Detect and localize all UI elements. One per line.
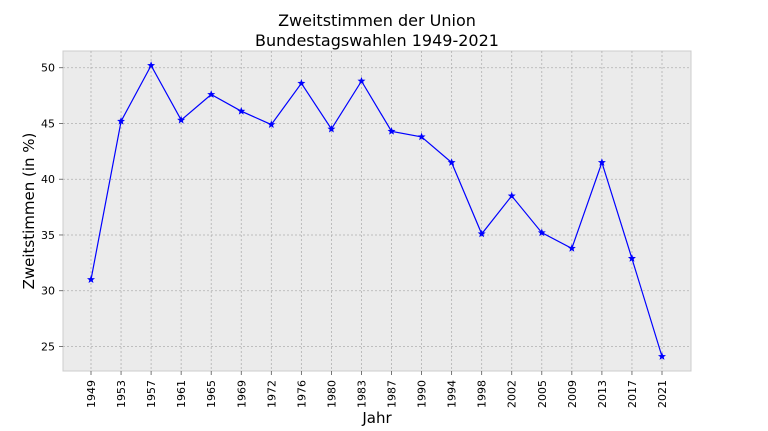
data-point	[177, 115, 186, 124]
data-point	[297, 79, 306, 87]
x-axis-label: Jahr	[361, 409, 392, 427]
data-point	[507, 191, 516, 200]
data-point	[327, 124, 336, 133]
data-point	[147, 61, 156, 69]
series-line	[90, 64, 663, 357]
x-tick-label: 1965	[205, 380, 218, 408]
y-tick-label: 30	[41, 285, 55, 298]
x-axis-ticks: 1949 1953 1957 1961 1965 1969 1972 1976 1980 1983…	[85, 371, 669, 408]
y-axis-label: Zweitstimmen (in %)	[20, 133, 38, 290]
data-point	[387, 127, 396, 135]
x-tick-label: 1949	[85, 380, 98, 408]
x-tick-label: 1976	[295, 380, 308, 408]
x-tick-label: 1953	[115, 380, 128, 408]
y-tick-label: 25	[41, 340, 55, 353]
x-tick-label: 2009	[566, 380, 579, 408]
data-point	[658, 352, 666, 360]
x-tick-label: 1990	[416, 380, 429, 408]
x-tick-label: 2005	[536, 380, 549, 408]
grid	[63, 51, 691, 371]
x-tick-label: 2002	[506, 380, 519, 408]
plot-area	[62, 50, 692, 372]
x-tick-label: 1994	[446, 380, 459, 408]
data-point	[597, 158, 606, 166]
chart-subtitle: Bundestagswahlen 1949-2021	[255, 31, 499, 50]
data-point	[477, 229, 486, 238]
x-tick-label: 1969	[235, 380, 248, 408]
x-tick-label: 1987	[386, 380, 399, 408]
data-point	[417, 132, 426, 141]
x-tick-label: 1972	[265, 380, 278, 408]
x-tick-label: 1957	[145, 380, 158, 408]
y-axis-ticks: 25 30 35 40 45 50	[41, 62, 63, 353]
data-point	[357, 76, 366, 85]
data-point	[537, 228, 546, 237]
data-point	[447, 158, 456, 166]
data-point	[567, 244, 576, 252]
y-tick-label: 45	[41, 117, 55, 130]
data-point	[207, 90, 216, 98]
y-tick-label: 50	[41, 62, 55, 75]
x-tick-label: 1980	[325, 380, 338, 408]
x-tick-label: 1998	[476, 380, 489, 408]
chart-title: Zweitstimmen der Union	[278, 11, 476, 30]
data-point	[117, 117, 126, 125]
data-point	[87, 275, 95, 283]
x-tick-label: 1983	[355, 380, 368, 408]
x-tick-label: 2013	[596, 380, 609, 408]
y-tick-label: 35	[41, 229, 55, 242]
y-tick-label: 40	[41, 173, 55, 186]
x-tick-label: 2017	[626, 380, 639, 408]
data-point	[267, 120, 276, 128]
x-tick-label: 2021	[656, 380, 669, 408]
data-point	[237, 107, 246, 115]
data-point	[627, 254, 636, 262]
series-markers	[87, 61, 666, 360]
x-tick-label: 1961	[175, 380, 188, 408]
